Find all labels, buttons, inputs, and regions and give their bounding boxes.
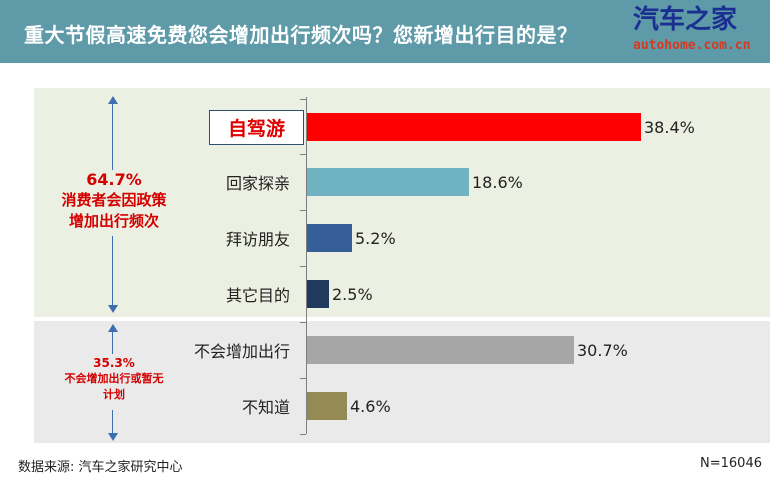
page-title: 重大节假高速免费您会增加出行频次吗？您新增出行目的是？ [24,23,578,47]
bracket-line-top [112,332,113,354]
autohome-logo-url: autohome.com.cn [633,38,751,53]
bracket-line-bottom [112,410,113,434]
bar [307,280,329,308]
axis-tick [300,434,306,435]
arrow-down-icon [108,433,118,441]
category-label: 拜访朋友 [225,230,290,249]
category-label: 不知道 [241,398,290,417]
axis-tick [300,99,306,100]
category-label: 不会增加出行 [193,342,290,361]
bar [307,336,574,364]
bracket-line-top [112,104,113,170]
bar [307,113,641,141]
data-source-note: 数据来源: 汽车之家研究中心 [18,460,183,475]
axis-tick [300,210,306,211]
no-increase-group-label: 35.3% 不会增加出行或暂无 计划 [44,356,184,402]
bar [307,392,347,420]
axis-tick [300,154,306,155]
no-increase-group-line2: 计划 [103,388,125,401]
arrow-up-icon [108,96,118,104]
bar [307,224,352,252]
arrow-up-icon [108,324,118,332]
bar [307,168,469,196]
increase-group-percent: 64.7% [86,170,142,189]
value-label: 5.2% [355,228,396,248]
arrow-down-icon [108,305,118,313]
no-increase-group-percent: 35.3% [93,356,135,370]
increase-group-label: 64.7% 消费者会因政策 增加出行频次 [44,170,184,231]
axis-tick [300,378,306,379]
category-label: 自驾游 [208,109,304,145]
sample-size-note: N=16046 [700,456,762,471]
no-increase-group-line1: 不会增加出行或暂无 [64,372,164,385]
increase-group-line1: 消费者会因政策 [61,191,167,209]
y-axis-line [306,97,307,434]
value-label: 2.5% [332,284,373,304]
header-banner: 重大节假高速免费您会增加出行频次吗？您新增出行目的是？ 汽车之家 autohom… [0,0,770,63]
category-label: 其它目的 [225,286,290,305]
value-label: 38.4% [644,117,695,137]
bracket-line-bottom [112,236,113,306]
increase-group-line2: 增加出行频次 [68,212,159,230]
category-label: 回家探亲 [225,174,290,193]
axis-tick [300,266,306,267]
axis-tick [300,322,306,323]
value-label: 18.6% [472,172,523,192]
value-label: 4.6% [350,396,391,416]
value-label: 30.7% [577,340,628,360]
autohome-logo: 汽车之家 [633,5,738,35]
